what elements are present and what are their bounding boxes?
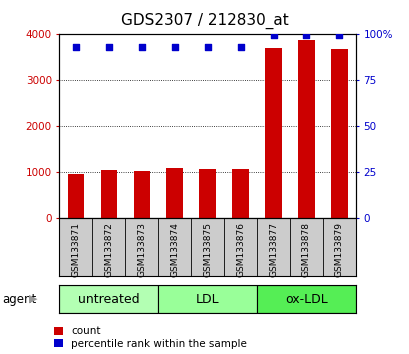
Point — [106, 44, 112, 49]
Point — [171, 44, 178, 49]
Bar — [199, 169, 216, 218]
Point — [138, 44, 145, 49]
Text: GSM133877: GSM133877 — [268, 222, 277, 278]
Bar — [166, 168, 182, 218]
Text: untreated: untreated — [78, 293, 139, 306]
Text: GSM133871: GSM133871 — [71, 222, 80, 278]
Text: GSM133878: GSM133878 — [301, 222, 310, 278]
Point — [335, 33, 342, 38]
Point — [237, 44, 243, 49]
Text: ▶: ▶ — [29, 294, 38, 304]
Bar — [256, 285, 355, 313]
Point — [204, 44, 210, 49]
Text: GSM133879: GSM133879 — [334, 222, 343, 278]
Bar — [158, 285, 256, 313]
Bar — [265, 48, 281, 218]
Bar — [133, 171, 150, 218]
Text: GSM133872: GSM133872 — [104, 222, 113, 277]
Bar — [297, 40, 314, 218]
Bar — [67, 174, 84, 218]
Bar — [330, 49, 347, 218]
Point — [72, 44, 79, 49]
Point — [302, 33, 309, 38]
Bar — [59, 285, 158, 313]
Text: GSM133876: GSM133876 — [236, 222, 245, 278]
Text: GSM133875: GSM133875 — [203, 222, 211, 278]
Text: ox-LDL: ox-LDL — [284, 293, 327, 306]
Text: GSM133874: GSM133874 — [170, 222, 179, 277]
Text: GDS2307 / 212830_at: GDS2307 / 212830_at — [121, 12, 288, 29]
Bar — [100, 170, 117, 218]
Legend: count, percentile rank within the sample: count, percentile rank within the sample — [54, 326, 246, 349]
Point — [270, 33, 276, 38]
Text: GSM133873: GSM133873 — [137, 222, 146, 278]
Bar — [232, 169, 248, 218]
Text: LDL: LDL — [196, 293, 219, 306]
Text: agent: agent — [2, 293, 36, 306]
